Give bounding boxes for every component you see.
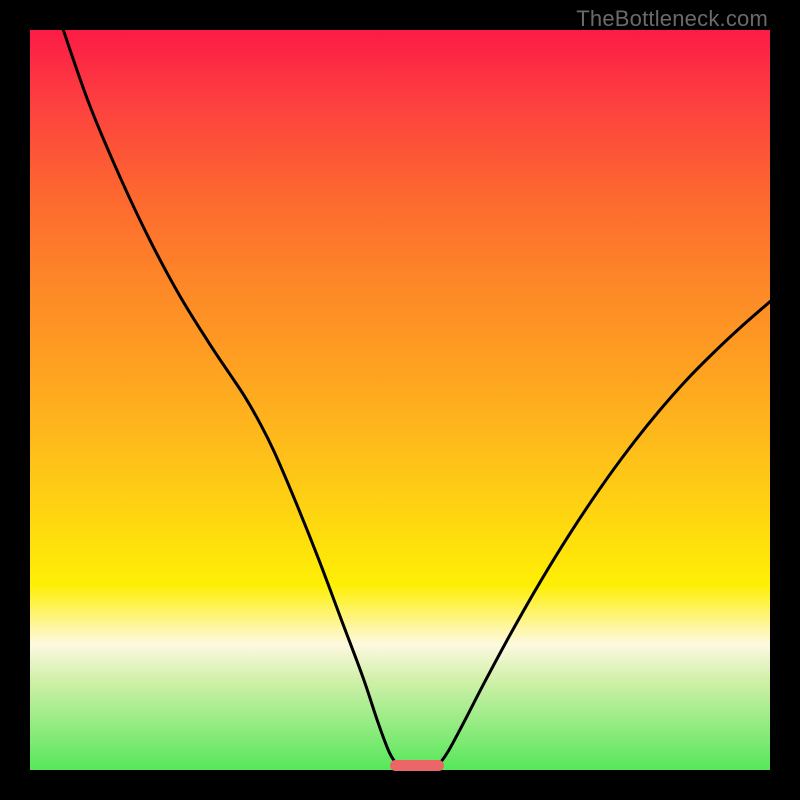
curve-layer <box>30 30 770 770</box>
optimal-range-marker <box>390 760 443 772</box>
bottleneck-curve-left <box>63 30 396 764</box>
watermark-text: TheBottleneck.com <box>576 6 768 32</box>
chart-container: TheBottleneck.com <box>0 0 800 800</box>
bottleneck-curve-right <box>439 302 770 765</box>
plot-area <box>30 30 770 770</box>
